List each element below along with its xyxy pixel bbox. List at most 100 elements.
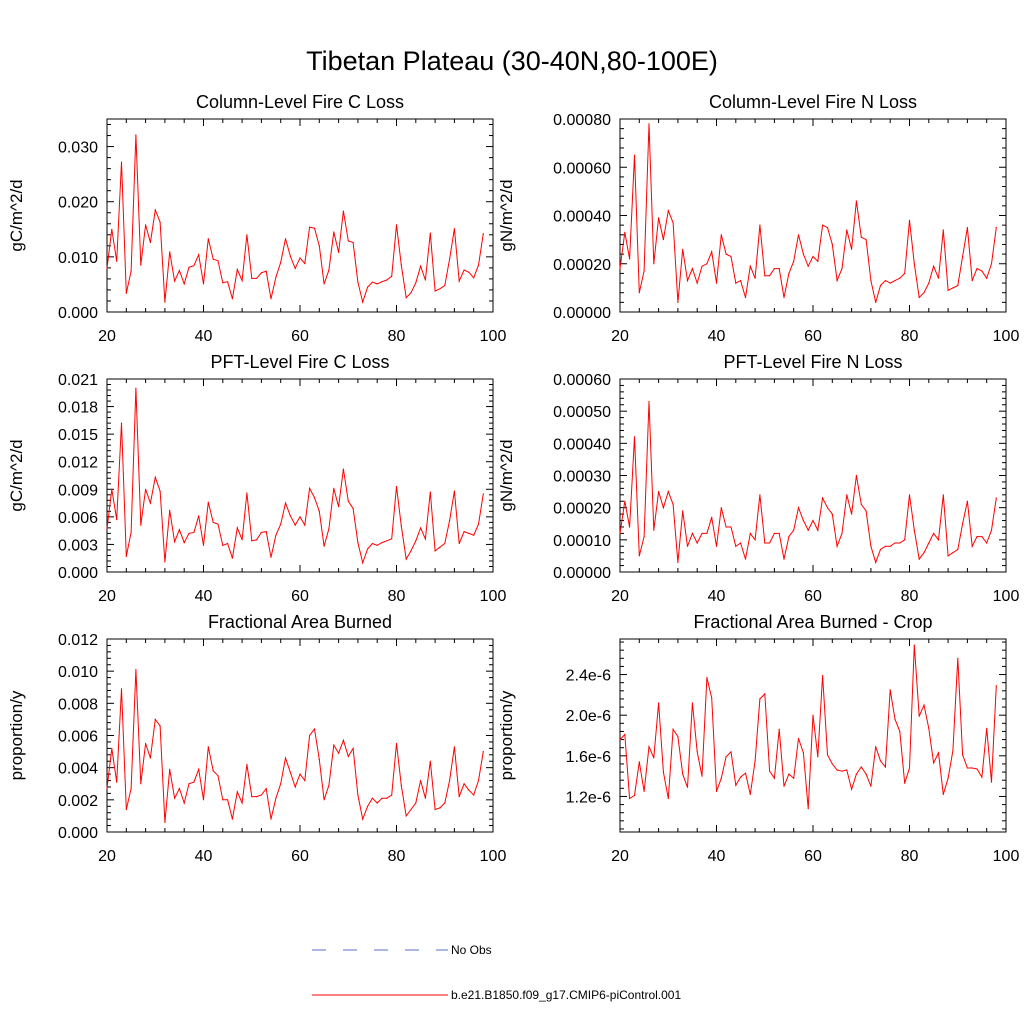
data-point: [227, 799, 229, 801]
data-point: [677, 735, 679, 738]
data-point: [212, 258, 214, 260]
data-point: [362, 301, 364, 303]
data-point: [937, 539, 940, 541]
x-tick-label: 100: [480, 848, 507, 865]
legend-label-model: b.e21.B1850.f09_g17.CMIP6-piControl.001: [451, 988, 681, 1002]
data-point: [769, 770, 771, 772]
data-point: [275, 276, 277, 278]
data-point: [797, 737, 800, 740]
data-point: [410, 550, 412, 552]
data-point: [473, 277, 475, 279]
data-point: [275, 534, 277, 536]
data-point: [410, 292, 412, 294]
data-point: [933, 265, 935, 267]
data-point: [256, 539, 258, 541]
data-point: [942, 494, 944, 496]
data-point: [682, 773, 684, 775]
data-point: [294, 524, 296, 526]
data-point: [908, 767, 911, 769]
data-point: [667, 210, 669, 212]
data-point: [933, 532, 935, 535]
data-point: [130, 788, 132, 790]
data-point: [788, 773, 790, 775]
data-point: [357, 281, 359, 283]
data-point: [812, 255, 814, 258]
data-point: [619, 532, 621, 535]
data-point: [947, 289, 949, 291]
y-tick-label: 0.00040: [553, 436, 611, 453]
data-point: [682, 510, 684, 512]
data-point: [463, 783, 465, 785]
data-point: [701, 775, 703, 777]
data-point: [236, 791, 238, 793]
data-point: [333, 231, 335, 233]
data-point: [807, 265, 809, 267]
data-point: [942, 229, 944, 231]
data-point: [836, 545, 838, 547]
data-point: [870, 280, 872, 282]
data-point: [453, 228, 455, 230]
data-point: [463, 269, 465, 271]
data-point: [434, 550, 436, 552]
data-point: [933, 762, 935, 764]
data-point: [715, 282, 718, 284]
data-point: [841, 268, 843, 270]
data-point: [913, 529, 915, 531]
data-point: [817, 756, 819, 758]
chart-panels: 20 40 60 80 100 0.000 0.010 0.020 0.030 Column-Le…: [7, 92, 1019, 865]
data-point: [971, 767, 973, 769]
data-point: [952, 552, 954, 554]
data-point: [280, 261, 282, 263]
data-point: [202, 544, 205, 546]
data-point: [725, 526, 727, 528]
data-point: [424, 538, 426, 540]
data-point: [434, 290, 436, 292]
data-point: [183, 802, 185, 804]
data-point: [154, 476, 156, 478]
data-point: [773, 777, 776, 779]
y-tick-label: 0.006: [58, 729, 98, 746]
data-point: [696, 282, 698, 284]
data-point: [434, 808, 436, 811]
data-point: [159, 221, 161, 223]
data-point: [415, 802, 417, 804]
x-tick-label: 40: [708, 848, 726, 865]
data-point: [957, 548, 959, 551]
data-point: [357, 794, 359, 796]
data-point: [995, 685, 997, 687]
data-point: [154, 209, 156, 211]
data-point: [444, 802, 446, 804]
data-point: [836, 769, 838, 771]
chart-panel-2: 20 40 60 80 100 0.00000 0.00020 0.00040 0.00060 0…: [497, 92, 1019, 345]
data-point: [629, 258, 631, 260]
data-point: [889, 282, 891, 284]
data-point: [812, 519, 814, 522]
data-point: [323, 283, 325, 285]
y-tick-label: 0.000: [58, 825, 98, 842]
data-point: [769, 542, 771, 544]
y-tick-label: 0.00010: [553, 533, 611, 550]
data-point: [183, 542, 185, 544]
data-point: [367, 548, 369, 550]
data-point: [473, 534, 475, 536]
data-point: [822, 224, 824, 226]
data-point: [145, 488, 147, 490]
data-point: [265, 270, 267, 272]
data-point: [754, 277, 756, 279]
data-point: [836, 280, 838, 282]
data-point: [381, 542, 383, 544]
data-point: [662, 239, 665, 241]
data-point: [275, 797, 277, 799]
data-point: [841, 770, 843, 772]
data-point: [231, 557, 233, 559]
data-point: [260, 794, 262, 796]
data-point: [855, 474, 858, 477]
data-point: [793, 529, 795, 531]
chart-panel-5: 20 40 60 80 100 0.000 0.002 0.004 0.006 0.008 0.01…: [7, 612, 506, 865]
data-point: [222, 282, 224, 284]
legend-label-no-obs: No Obs: [451, 943, 492, 957]
data-point: [357, 542, 359, 544]
y-axis-label: gN/m^2/d: [497, 179, 516, 251]
